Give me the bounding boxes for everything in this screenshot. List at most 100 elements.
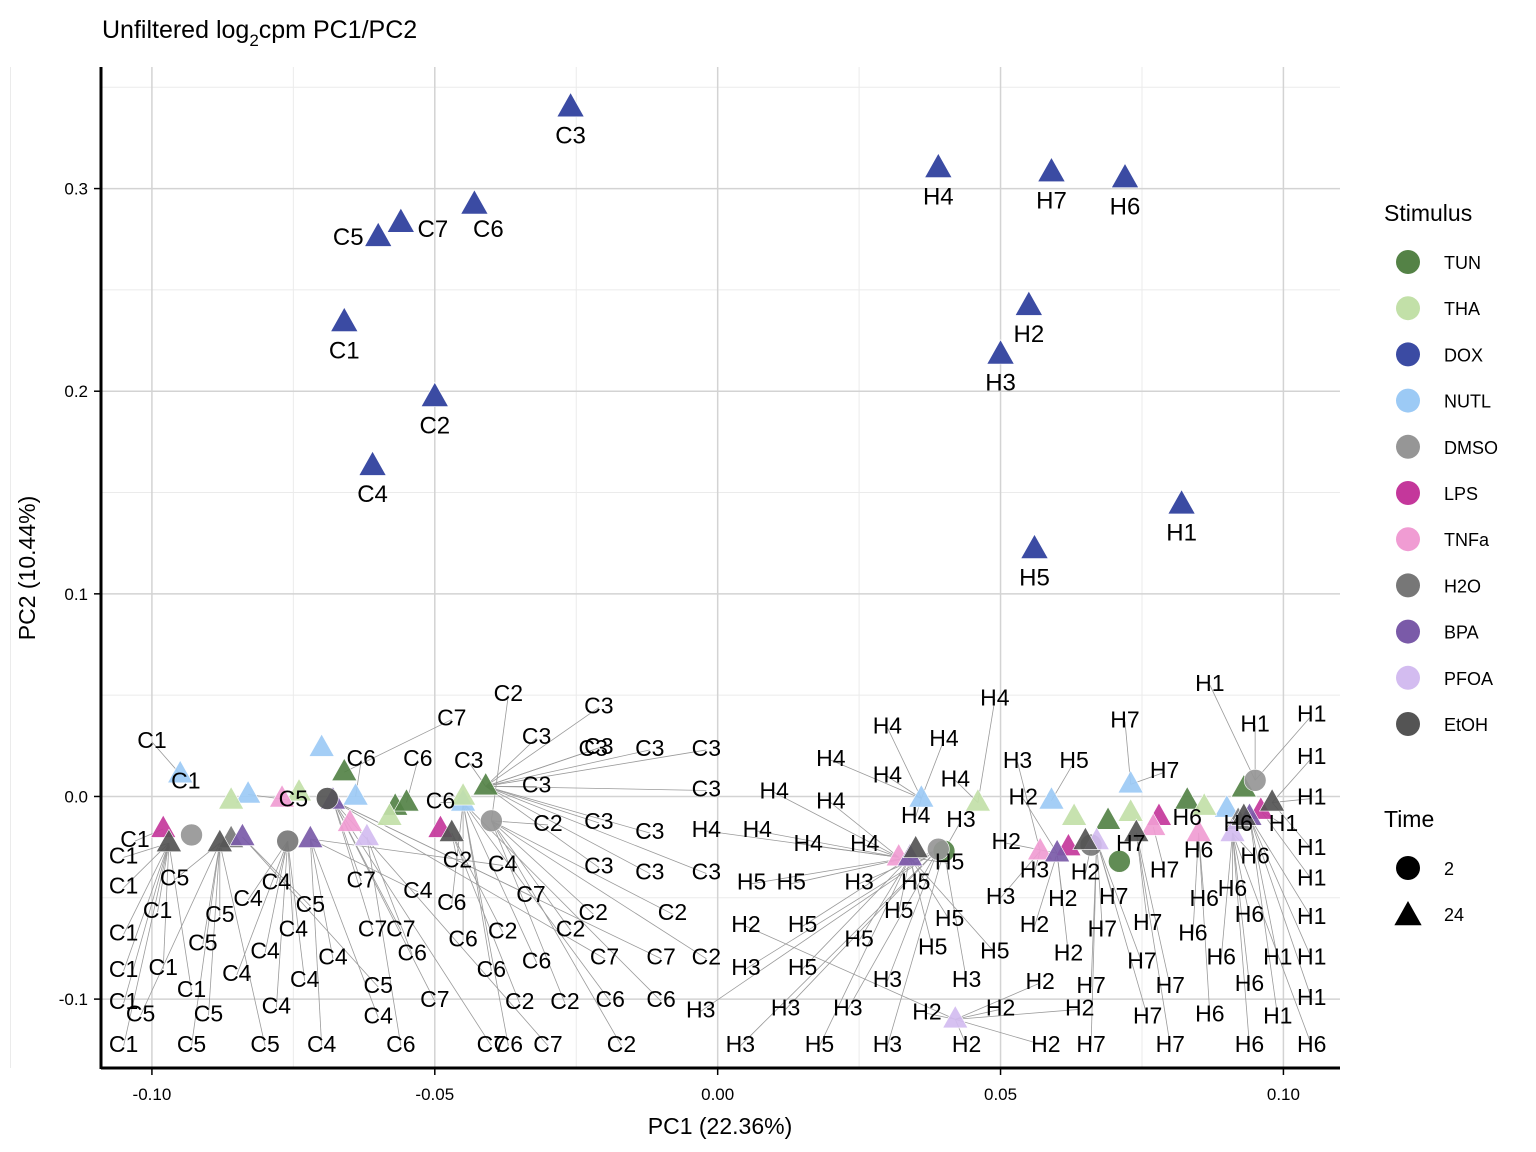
point-label: C6 xyxy=(403,745,432,771)
point-h2o-2h xyxy=(276,829,299,853)
point-nutl-24h xyxy=(308,733,335,757)
point-bpa-24h xyxy=(297,824,324,848)
label-leader-line xyxy=(909,857,950,921)
point-nutl-24h xyxy=(1038,786,1065,810)
label-leader-line xyxy=(887,727,922,799)
point-label: C6 xyxy=(595,986,624,1012)
axis-ticks: -0.10 -0.05 0.00 0.05 0.10 -0.1 0.0 0.1 0.2 0.3 xyxy=(59,180,1300,1104)
point-label: C3 xyxy=(522,771,551,797)
label-leader-line xyxy=(1022,798,1058,854)
point-dmso-2h xyxy=(927,837,950,861)
point-label: H7 xyxy=(1150,857,1179,883)
point-label: H7 xyxy=(1116,830,1145,856)
point-label: H5 xyxy=(788,954,817,980)
point-label: H5 xyxy=(918,934,947,960)
point-tha-24h xyxy=(376,802,403,826)
legend-key-etoh xyxy=(1396,712,1420,736)
point-label: H5 xyxy=(935,848,964,874)
label-leader-line xyxy=(745,848,939,970)
legend-key-dmso xyxy=(1396,434,1420,459)
point-label: H6 xyxy=(1297,1031,1326,1057)
point-nutl-24h xyxy=(342,782,369,806)
point-label: H2 xyxy=(1031,1031,1060,1057)
point-label: H6 xyxy=(1190,885,1219,911)
point-label: C2 xyxy=(556,915,585,941)
label-leader-line xyxy=(1034,853,1058,927)
point-label: H5 xyxy=(980,938,1009,964)
label-leader-line xyxy=(1209,684,1256,781)
point-label: H6 xyxy=(1223,810,1252,836)
point-label: H3 xyxy=(985,370,1016,397)
point-label: C3 xyxy=(584,692,613,718)
label-leader-line xyxy=(462,802,492,971)
label-leader-line xyxy=(1192,832,1199,935)
label-leader-line xyxy=(1096,841,1103,931)
point-label: C5 xyxy=(250,1031,279,1057)
point-label: C6 xyxy=(347,745,376,771)
label-leader-line xyxy=(802,856,911,970)
point-nutl-24h xyxy=(234,780,262,804)
point-label: H4 xyxy=(760,778,790,804)
x-tick-label: 0.05 xyxy=(984,1085,1017,1104)
y-tick-label: 0.3 xyxy=(64,180,88,199)
legend-label: LPS xyxy=(1444,484,1478,504)
point-label: C4 xyxy=(279,915,309,941)
legend-label: TUN xyxy=(1444,253,1481,273)
point-dmso-2h xyxy=(1243,768,1267,792)
point-etoh-24h xyxy=(1258,788,1286,812)
point-pfoa-24h xyxy=(1219,818,1246,842)
point-label: C3 xyxy=(522,723,551,749)
point-dox-24h xyxy=(556,91,585,118)
label-leader-line xyxy=(830,802,899,858)
point-label: H7 xyxy=(1156,972,1185,998)
point-label: H6 xyxy=(1218,875,1247,901)
label-leader-line xyxy=(366,836,413,955)
point-dox-24h xyxy=(1167,489,1196,515)
label-leader-line xyxy=(309,839,323,1046)
point-label: C7 xyxy=(420,986,449,1012)
legend-key-bpa xyxy=(1396,619,1420,644)
point-label: H6 xyxy=(1235,970,1264,996)
label-leader-line xyxy=(1056,853,1069,955)
point-label: H3 xyxy=(873,966,902,992)
point-dox-24h xyxy=(358,450,387,476)
label-leader-line xyxy=(1249,816,1313,1000)
label-leader-line xyxy=(264,840,289,953)
point-label: H3 xyxy=(726,1031,755,1057)
point-label: C7 xyxy=(358,915,387,941)
point-label: H7 xyxy=(1127,948,1156,974)
label-leader-line xyxy=(287,841,306,981)
point-label: H2 xyxy=(1071,859,1100,885)
label-leader-line xyxy=(909,857,934,949)
label-leader-line xyxy=(740,848,939,1047)
point-label: H3 xyxy=(771,994,800,1020)
label-leader-line xyxy=(485,749,650,787)
point-label: H7 xyxy=(1156,1031,1185,1057)
point-tun-2h xyxy=(1108,850,1131,873)
label-leader-line xyxy=(751,856,911,885)
point-label: H3 xyxy=(952,966,981,992)
point-label: C3 xyxy=(692,735,721,761)
label-leader-line xyxy=(344,719,452,773)
label-leader-line xyxy=(757,830,899,858)
point-label: C7 xyxy=(516,881,545,907)
point-nutl-24h xyxy=(1117,769,1144,794)
x-tick-label: -0.10 xyxy=(133,1085,172,1104)
point-tnfa-24h xyxy=(1185,818,1212,842)
point-label: H1 xyxy=(1297,701,1326,727)
label-leader-line xyxy=(1135,832,1171,988)
legend-key-lps xyxy=(1396,481,1420,505)
point-label: C5 xyxy=(177,1031,206,1057)
label-leader-line xyxy=(1249,816,1313,959)
label-leader-line xyxy=(943,851,967,982)
point-label: C7 xyxy=(386,915,415,941)
point-label: H2 xyxy=(1013,321,1044,348)
label-leader-line xyxy=(485,747,599,787)
point-label: H6 xyxy=(1173,804,1202,830)
point-label: C5 xyxy=(188,929,217,955)
point-label: H2 xyxy=(1048,885,1077,911)
point-label: C3 xyxy=(454,747,483,773)
legend-key-nutl xyxy=(1396,388,1420,413)
point-label: H7 xyxy=(1110,707,1139,733)
point-label: H2 xyxy=(952,1031,981,1057)
